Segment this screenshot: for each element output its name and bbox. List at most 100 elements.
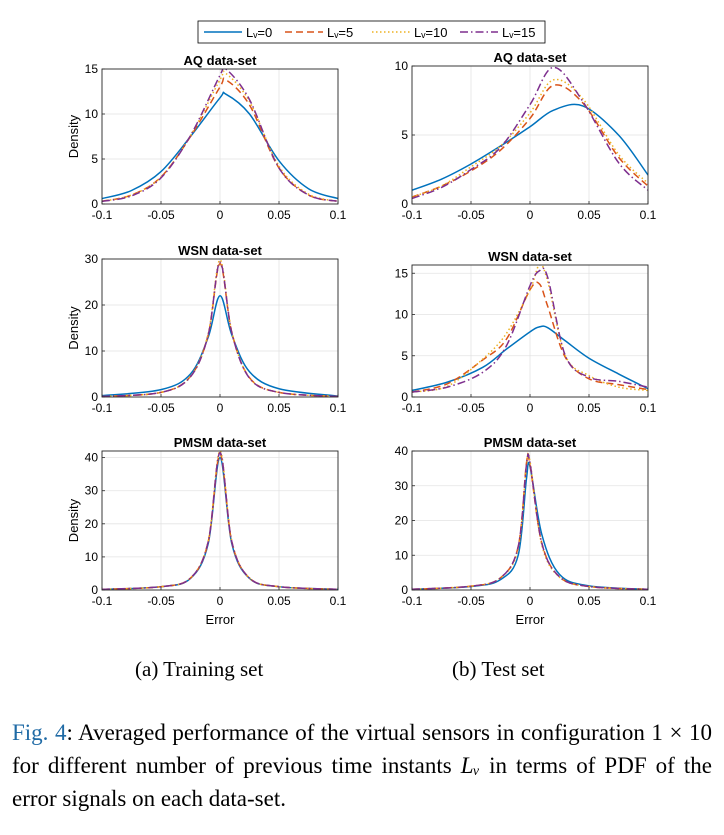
y-tick-label-2: 20 — [85, 298, 99, 312]
legend-box — [197, 20, 546, 44]
panel-title: WSN data-set — [178, 243, 262, 258]
x-tick-label-2: 0 — [217, 594, 224, 608]
y-tick-label-3: 15 — [85, 62, 99, 76]
x-tick-label-2: 0 — [217, 208, 224, 222]
y-tick-label-0: 0 — [401, 390, 408, 404]
x-tick-label-1: -0.05 — [147, 594, 175, 608]
y-tick-label-2: 20 — [395, 514, 409, 528]
series-line-3 — [102, 69, 338, 203]
y-tick-label-1: 5 — [401, 349, 408, 363]
series-line-3 — [102, 451, 338, 590]
series-line-3 — [412, 66, 648, 200]
y-axis-label: Density — [66, 114, 81, 158]
series-line-2 — [412, 78, 648, 198]
caption-label: Fig. 4 — [12, 720, 67, 745]
y-tick-label-1: 10 — [85, 550, 99, 564]
x-tick-label-4: 0.1 — [640, 401, 657, 415]
x-tick-label-3: 0.05 — [577, 208, 601, 222]
series-line-3 — [102, 261, 338, 397]
y-tick-label-0: 0 — [401, 197, 408, 211]
x-tick-label-1: -0.05 — [457, 208, 485, 222]
y-tick-label-2: 10 — [395, 308, 409, 322]
series-line-2 — [102, 451, 338, 590]
y-tick-label-0: 0 — [91, 197, 98, 211]
y-tick-label-3: 30 — [85, 484, 99, 498]
panel-title: PMSM data-set — [174, 435, 267, 450]
subcaption-a: (a) Training set — [135, 657, 264, 681]
x-tick-label-3: 0.05 — [267, 401, 291, 415]
y-tick-label-4: 40 — [85, 451, 99, 465]
caption-text-2: for different number of previous time in… — [12, 753, 461, 778]
chart-panels: -0.1 -0.05 0 0.05 0.1 0 5 10 15 AQ data-set Densit… — [66, 50, 657, 627]
chart-panel-1: -0.1 -0.05 0 0.05 0.1 0 5 10 AQ data-set — [395, 50, 657, 222]
series-line-3 — [412, 453, 648, 590]
x-tick-label-3: 0.05 — [267, 594, 291, 608]
series-line-0 — [102, 295, 338, 397]
x-tick-label-3: 0.05 — [577, 401, 601, 415]
chart-panel-2: -0.1 -0.05 0 0.05 0.1 0 10 20 30 WSN data-set Dens… — [66, 243, 347, 415]
y-tick-label-3: 30 — [85, 252, 99, 266]
x-tick-label-4: 0.1 — [640, 594, 657, 608]
y-tick-label-0: 0 — [401, 583, 408, 597]
x-tick-label-4: 0.1 — [330, 208, 347, 222]
chart-panel-5: -0.1 -0.05 0 0.05 0.1 0 10 20 30 40 PMSM data-set E… — [395, 435, 657, 627]
series-line-0 — [412, 325, 648, 392]
panel-title: PMSM data-set — [484, 435, 577, 450]
x-tick-label-4: 0.1 — [330, 594, 347, 608]
x-tick-label-1: -0.05 — [457, 401, 485, 415]
y-tick-label-1: 10 — [395, 548, 409, 562]
series-line-0 — [102, 91, 338, 200]
x-tick-label-2: 0 — [527, 594, 534, 608]
y-tick-label-4: 40 — [395, 444, 409, 458]
x-tick-label-4: 0.1 — [330, 401, 347, 415]
y-tick-label-0: 0 — [91, 390, 98, 404]
x-tick-label-0: -0.1 — [402, 594, 423, 608]
y-tick-label-2: 10 — [85, 107, 99, 121]
y-axis-label: Density — [66, 498, 81, 542]
y-tick-label-3: 15 — [395, 266, 409, 280]
legend-label-2: Lᵥ=10 — [414, 25, 447, 40]
x-tick-label-0: -0.1 — [92, 594, 113, 608]
y-tick-label-3: 30 — [395, 479, 409, 493]
series-line-1 — [412, 84, 648, 198]
legend-label-3: Lᵥ=15 — [502, 25, 535, 40]
x-tick-label-0: -0.1 — [92, 208, 113, 222]
x-tick-label-1: -0.05 — [147, 401, 175, 415]
x-tick-label-1: -0.05 — [147, 208, 175, 222]
figure-caption: Fig. 4: Averaged performance of the virt… — [12, 716, 712, 815]
caption-config: 1 × 10 — [651, 720, 712, 745]
chart-panel-3: -0.1 -0.05 0 0.05 0.1 0 5 10 15 WSN data-set — [395, 249, 657, 415]
figure-panels: Lᵥ=0 Lᵥ=5 Lᵥ=10 Lᵥ=15 -0.1 -0.05 0 0.05 0.1 0 5 10… — [66, 20, 657, 627]
panel-title: WSN data-set — [488, 249, 572, 264]
x-tick-label-3: 0.05 — [267, 208, 291, 222]
y-tick-label-0: 0 — [91, 583, 98, 597]
panel-title: AQ data-set — [184, 53, 258, 68]
series-line-0 — [412, 103, 648, 191]
caption-text-1: : Averaged performance of the virtual se… — [66, 720, 652, 745]
series-line-2 — [102, 70, 338, 203]
x-tick-label-0: -0.1 — [92, 401, 113, 415]
y-axis-label: Density — [66, 306, 81, 350]
legend-label-0: Lᵥ=0 — [246, 25, 272, 40]
x-tick-label-4: 0.1 — [640, 208, 657, 222]
legend: Lᵥ=0 Lᵥ=5 Lᵥ=10 Lᵥ=15 — [197, 20, 546, 44]
subcaption-b: (b) Test set — [452, 657, 545, 681]
x-tick-label-2: 0 — [527, 208, 534, 222]
chart-panel-0: -0.1 -0.05 0 0.05 0.1 0 5 10 15 AQ data-set Densit… — [66, 53, 347, 222]
y-tick-label-2: 10 — [395, 59, 409, 73]
caption-symbol: Lᵥ — [460, 753, 481, 778]
series-line-3 — [412, 267, 648, 393]
x-axis-label: Error — [516, 612, 546, 627]
x-tick-label-0: -0.1 — [402, 401, 423, 415]
series-line-1 — [102, 262, 338, 397]
y-tick-label-1: 5 — [91, 152, 98, 166]
y-tick-label-2: 20 — [85, 517, 99, 531]
caption-text-3: in terms of PDF of the error signals on … — [12, 753, 712, 811]
x-tick-label-2: 0 — [527, 401, 534, 415]
x-tick-label-1: -0.05 — [457, 594, 485, 608]
legend-label-1: Lᵥ=5 — [327, 25, 353, 40]
x-tick-label-0: -0.1 — [402, 208, 423, 222]
y-tick-label-1: 5 — [401, 128, 408, 142]
x-tick-label-2: 0 — [217, 401, 224, 415]
x-tick-label-3: 0.05 — [577, 594, 601, 608]
